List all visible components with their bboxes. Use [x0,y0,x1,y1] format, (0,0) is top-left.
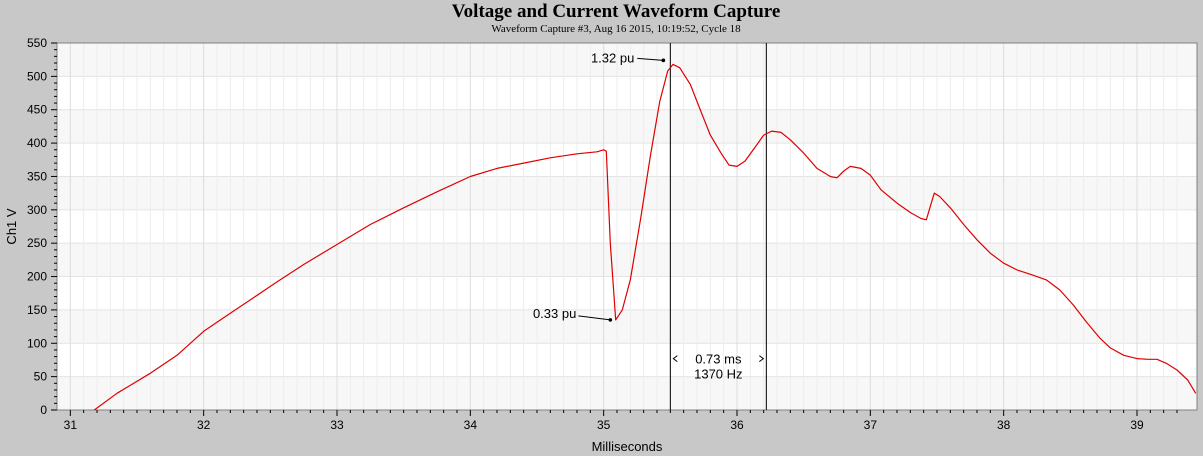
delta-time-label: 0.73 ms [695,352,742,367]
plot-band [57,343,1197,377]
plot-band [57,309,1197,344]
y-tick-label: 550 [27,36,47,50]
x-tick-label: 37 [864,418,878,432]
y-tick-label: 300 [27,203,47,217]
plot-band [57,243,1197,277]
dip-label: 0.33 pu [533,306,576,321]
y-tick-label: 0 [40,403,47,417]
y-axis-ticks: 0 50 100 150 200 250 300 350 400 450 500 550 [27,36,57,417]
x-tick-label: 32 [197,418,211,432]
plot-border [56,42,1198,411]
peak-leader-line [637,57,664,61]
delta-arrow-left [672,355,678,363]
x-axis-label: Milliseconds [592,439,663,454]
plot-band [57,376,1197,410]
peak-marker [661,58,666,63]
cursor-lines[interactable] [669,43,767,410]
plot-band [57,209,1197,244]
peak-label: 1.32 pu [591,50,634,65]
waveform-series-line [93,63,1197,411]
plot-frame [56,42,1198,411]
delta-arrow-right [759,355,765,363]
x-tick-label: 31 [64,418,78,432]
y-tick-label: 250 [27,236,47,250]
delta-frequency-label: 1370 Hz [694,367,742,382]
x-tick-label: 38 [997,418,1011,432]
y-tick-label: 400 [27,136,47,150]
y-tick-label: 350 [27,169,47,183]
x-tick-label: 39 [1130,418,1144,432]
dip-marker [608,318,613,322]
plot-band [57,43,1197,77]
x-tick-label: 35 [597,418,611,432]
chart-title: Voltage and Current Waveform Capture [451,1,781,22]
y-tick-label: 200 [27,270,47,284]
y-axis-label: Ch1 V [4,208,19,244]
chart-subtitle: Waveform Capture #3, Aug 16 2015, 10:19:… [491,23,741,35]
y-tick-label: 450 [27,103,47,117]
x-tick-label: 34 [464,418,478,432]
x-tick-label: 36 [730,418,744,432]
plot-bands [57,43,1197,410]
y-tick-label: 50 [34,370,48,384]
y-tick-label: 100 [27,336,47,350]
y-tick-label: 150 [27,303,47,317]
x-axis-ticks: 31 32 33 34 35 36 37 38 39 [64,410,1178,432]
y-tick-label: 500 [27,69,47,83]
x-tick-label: 33 [330,418,344,432]
plot-band [57,176,1197,210]
plot-band [57,76,1197,110]
plot-band [57,143,1197,177]
series-group [93,63,1197,411]
plot-band [57,109,1197,144]
dip-leader-line [578,315,611,321]
